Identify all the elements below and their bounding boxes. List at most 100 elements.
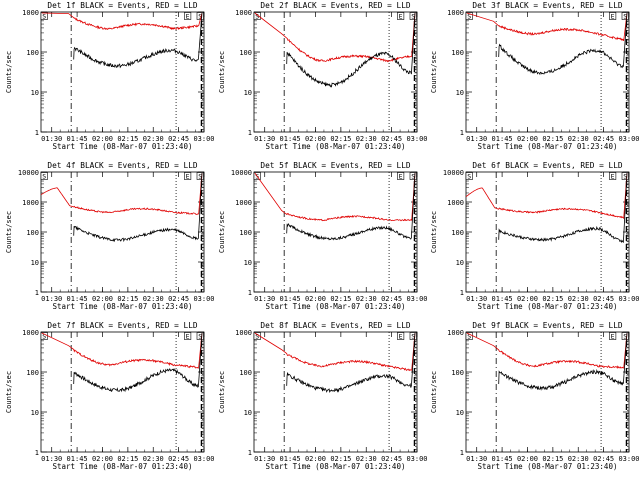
x-tick-label: 03:00	[618, 135, 639, 143]
x-tick-label: 02:30	[568, 455, 589, 463]
x-tick-label: 03:00	[406, 455, 427, 463]
x-tick-label: 02:45	[168, 455, 189, 463]
x-tick-label: 02:15	[117, 295, 138, 303]
y-tick-label: 1	[35, 449, 39, 457]
lld-series-line	[254, 12, 416, 63]
marker-box	[621, 172, 629, 180]
panel-title: Det 2f BLACK = Events, RED = LLD	[260, 1, 411, 10]
y-tick-label: 10000	[443, 169, 464, 177]
plot-frame	[465, 331, 630, 453]
marker-box	[184, 12, 192, 20]
marker-label: E	[611, 173, 615, 181]
x-tick-label: 02:45	[168, 135, 189, 143]
marker-box	[397, 172, 405, 180]
detector-panel: Det 6f BLACK = Events, RED = LLD 1 10 100 10…	[430, 161, 640, 311]
marker-box	[196, 172, 204, 180]
x-tick-label: 01:30	[41, 455, 62, 463]
lld-series-line	[254, 172, 416, 222]
panel-title: Det 3f BLACK = Events, RED = LLD	[472, 1, 623, 10]
x-tick-label: 01:45	[280, 455, 301, 463]
y-tick-label: 1000	[447, 329, 464, 337]
y-tick-label: 1	[460, 289, 464, 297]
detector-panel: Det 9f BLACK = Events, RED = LLD 1 10 100 10…	[430, 321, 640, 471]
marker-box	[253, 12, 261, 20]
x-tick-label: 02:45	[168, 295, 189, 303]
x-tick-label: 02:00	[517, 135, 538, 143]
x-tick-label: 01:30	[466, 295, 487, 303]
lld-series-line	[41, 12, 203, 31]
x-tick-label: 02:00	[305, 135, 326, 143]
x-tick-label: 02:30	[568, 295, 589, 303]
marker-box	[621, 12, 629, 20]
y-tick-label: 1	[35, 129, 39, 137]
x-tick-label: 02:30	[143, 295, 164, 303]
x-tick-label: 03:00	[618, 455, 639, 463]
plot-frame	[465, 171, 630, 293]
y-tick-label: 1	[248, 289, 252, 297]
panel-title: Det 1f BLACK = Events, RED = LLD	[47, 1, 198, 10]
marker-box	[409, 332, 417, 340]
events-series-line	[73, 12, 203, 69]
x-tick-label: 01:45	[67, 295, 88, 303]
y-tick-label: 1000	[22, 199, 39, 207]
marker-label: S	[198, 333, 202, 341]
x-tick-label: 02:45	[381, 455, 402, 463]
y-tick-label: 1000	[235, 329, 252, 337]
x-tick-label: 02:00	[92, 295, 113, 303]
x-tick-label: 02:00	[92, 135, 113, 143]
y-tick-label: 10000	[231, 169, 252, 177]
y-axis-label: Counts/sec	[5, 51, 13, 93]
y-tick-label: 1000	[22, 329, 39, 337]
x-tick-label: 02:15	[330, 135, 351, 143]
y-tick-label: 10	[456, 409, 464, 417]
marker-label: S	[623, 333, 627, 341]
marker-box	[609, 12, 617, 20]
x-tick-label: 02:45	[593, 295, 614, 303]
plot-frame	[253, 171, 418, 293]
y-axis-label: Counts/sec	[430, 211, 438, 253]
y-tick-label: 100	[26, 49, 39, 57]
x-tick-label: 03:00	[406, 135, 427, 143]
lld-series-line	[466, 332, 628, 369]
x-axis-label: Start Time (08-Mar-07 01:23:40)	[478, 302, 618, 311]
x-tick-label: 03:00	[406, 295, 427, 303]
y-tick-label: 100	[239, 229, 252, 237]
x-tick-label: 01:45	[492, 455, 513, 463]
y-tick-label: 1	[35, 289, 39, 297]
marker-box	[609, 172, 617, 180]
detector-panel: Det 4f BLACK = Events, RED = LLD 1 10 100 10…	[5, 161, 215, 311]
marker-label: S	[467, 173, 471, 181]
y-axis-label: Counts/sec	[218, 51, 226, 93]
panel-title: Det 8f BLACK = Events, RED = LLD	[260, 321, 411, 330]
panel-title: Det 4f BLACK = Events, RED = LLD	[47, 161, 198, 170]
x-tick-label: 01:30	[254, 455, 275, 463]
detector-panel: Det 2f BLACK = Events, RED = LLD 1 10 100 10…	[218, 1, 428, 151]
plot-frame	[40, 331, 205, 453]
events-series-line	[73, 332, 203, 393]
y-tick-label: 1000	[235, 199, 252, 207]
y-tick-label: 10	[244, 409, 252, 417]
detector-panel: Det 7f BLACK = Events, RED = LLD 1 10 100 10…	[5, 321, 215, 471]
x-tick-label: 02:15	[542, 455, 563, 463]
marker-label: S	[467, 13, 471, 21]
marker-box	[409, 12, 417, 20]
events-series-line	[286, 12, 416, 88]
x-tick-label: 02:45	[593, 135, 614, 143]
x-tick-label: 03:00	[193, 455, 214, 463]
x-tick-label: 02:00	[517, 295, 538, 303]
marker-box	[184, 332, 192, 340]
x-tick-label: 02:00	[92, 455, 113, 463]
marker-box	[184, 172, 192, 180]
y-axis-label: Counts/sec	[5, 211, 13, 253]
panel-title: Det 6f BLACK = Events, RED = LLD	[472, 161, 623, 170]
x-tick-label: 02:00	[517, 455, 538, 463]
marker-label: E	[186, 173, 190, 181]
y-tick-label: 10	[244, 89, 252, 97]
y-tick-label: 10000	[18, 169, 39, 177]
marker-label: S	[411, 333, 415, 341]
y-tick-label: 100	[451, 369, 464, 377]
panel-title: Det 9f BLACK = Events, RED = LLD	[472, 321, 623, 330]
marker-label: S	[198, 173, 202, 181]
y-tick-label: 1000	[447, 9, 464, 17]
x-tick-label: 02:15	[117, 135, 138, 143]
